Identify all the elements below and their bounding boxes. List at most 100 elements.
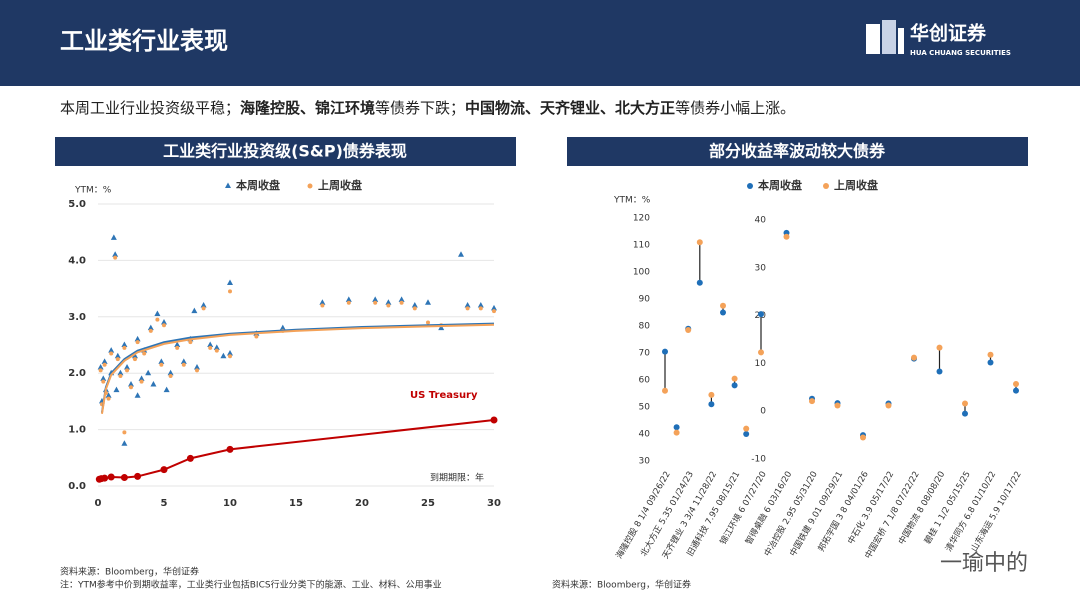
point [743, 425, 750, 432]
left-title-bar [55, 137, 516, 166]
y-tick-label: 50 [639, 403, 651, 413]
point [113, 255, 118, 260]
x-tick-label: 30 [487, 498, 501, 509]
logo-icon [866, 20, 904, 54]
point [662, 348, 668, 355]
point [708, 391, 715, 398]
point [962, 400, 968, 407]
point [345, 296, 352, 302]
point [809, 398, 815, 405]
treasury-point [226, 445, 234, 453]
watermark: 一瑜中的 [940, 551, 1028, 576]
point [175, 345, 180, 350]
point [134, 392, 141, 398]
y-axis-label: YTM：% [74, 186, 112, 196]
point [207, 341, 214, 347]
point [346, 300, 351, 305]
point [228, 289, 232, 294]
point [1013, 380, 1019, 387]
y2-tick-label: 30 [755, 263, 767, 273]
point [98, 368, 103, 373]
summary-part: 中国物流、天齐锂业、北大方正 [465, 99, 676, 117]
legend-label: 上周收盘 [318, 178, 362, 192]
point [478, 306, 483, 311]
point [386, 303, 391, 308]
point [138, 375, 145, 381]
point [936, 344, 943, 351]
point [154, 310, 161, 316]
point [168, 374, 173, 379]
point [142, 351, 147, 356]
point [758, 311, 764, 318]
point [491, 304, 497, 311]
y-tick-label: 70 [639, 349, 651, 359]
point [108, 347, 115, 353]
point [200, 302, 207, 308]
x-tick-label: 20 [355, 498, 369, 509]
treasury-point [134, 472, 142, 480]
point [139, 379, 144, 384]
point [412, 306, 417, 311]
point [161, 318, 167, 325]
annotation: US Treasury [410, 390, 478, 401]
point [195, 368, 199, 373]
point [124, 364, 131, 370]
y2-tick-label: 40 [755, 216, 767, 226]
point [860, 434, 866, 441]
point [385, 299, 392, 305]
point [102, 362, 107, 367]
y2-tick-label: -10 [751, 455, 766, 465]
y-tick-label: 40 [639, 430, 651, 440]
y-tick-label: 5.0 [68, 199, 86, 210]
point [227, 279, 233, 285]
point [372, 296, 379, 302]
treasury-point [120, 474, 128, 482]
point [125, 368, 130, 373]
point [181, 362, 186, 367]
point [129, 385, 133, 390]
point [201, 306, 206, 311]
point [167, 369, 174, 376]
x-tick-label: 10 [223, 498, 237, 509]
point [426, 320, 430, 325]
point [477, 302, 484, 308]
point [163, 386, 170, 393]
point [464, 302, 471, 308]
legend-marker [747, 183, 753, 189]
point [188, 340, 193, 345]
point [758, 349, 764, 356]
point [228, 354, 232, 359]
point [731, 382, 738, 389]
point [132, 357, 137, 362]
point [159, 362, 164, 367]
point [118, 374, 123, 379]
footnote: 注：YTM参考中价到期收益率，工业类行业包括BICS行业分类下的能源、工业、材料… [60, 579, 442, 591]
summary-part: 海隆控股、锦江环境 [240, 99, 376, 117]
point [148, 328, 153, 333]
legend-label: 本周收盘 [758, 178, 802, 192]
point [213, 344, 220, 350]
point [662, 387, 668, 394]
point [720, 302, 726, 309]
right-title-bar [567, 137, 1028, 166]
point [128, 380, 134, 387]
point [227, 349, 233, 356]
point [685, 327, 692, 334]
point [114, 352, 121, 359]
point [150, 380, 157, 387]
point [708, 401, 715, 408]
treasury-point [160, 466, 168, 474]
point [105, 392, 112, 398]
chart-title: 部分收益率波动较大债券 [709, 142, 886, 161]
point [180, 358, 187, 364]
y-tick-label: 30 [639, 457, 651, 467]
x-tick-label: 锦江环境 6 07/27/20 [718, 469, 769, 546]
point [399, 300, 404, 305]
point [320, 303, 325, 308]
point [220, 352, 227, 359]
point [319, 299, 326, 305]
y-tick-label: 90 [639, 295, 651, 305]
x-tick-label: 智得桌融 6 03/16/20 [743, 469, 794, 546]
y-tick-label: 120 [633, 214, 650, 224]
logo-en: HUA CHUANG SECURITIES [910, 49, 1011, 57]
